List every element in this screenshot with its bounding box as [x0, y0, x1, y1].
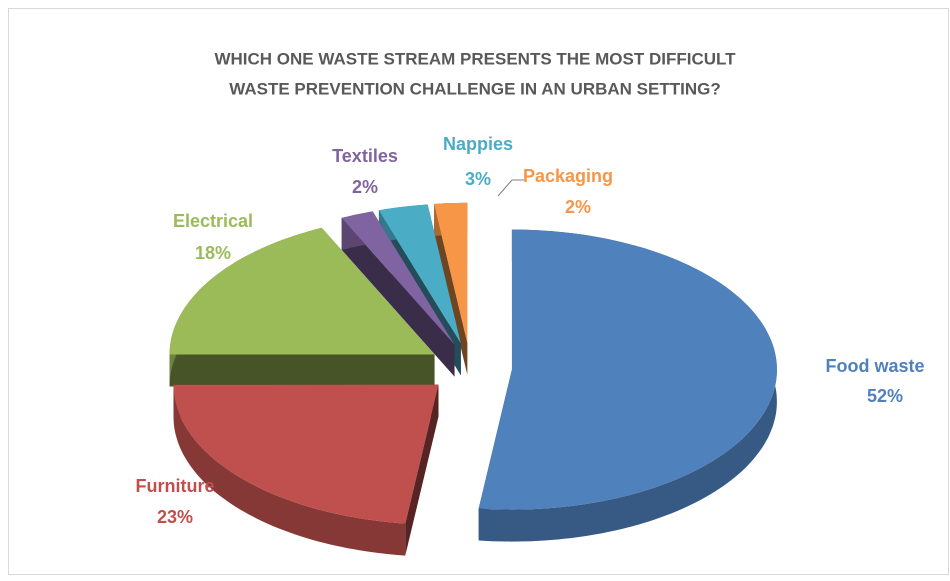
slice-value-label: 23%: [157, 507, 193, 527]
slice: [434, 202, 468, 343]
slice-value-label: 18%: [195, 243, 231, 263]
leader-line: [497, 179, 524, 197]
slice-label: Electrical: [173, 211, 253, 231]
chart-frame: [8, 8, 949, 575]
slice-side: [478, 229, 777, 542]
slice-value-label: 2%: [352, 177, 378, 197]
slice-side: [169, 354, 435, 387]
slice-side: [173, 384, 406, 556]
labels: Food waste 52% Furniture 23% Electrical 18% Te…: [136, 134, 925, 527]
slice-side: [434, 203, 468, 375]
slice: [378, 204, 461, 344]
slice-value-label: 2%: [565, 197, 591, 217]
slice-label: Textiles: [332, 146, 398, 166]
slice-value-label: 52%: [867, 386, 903, 406]
chart-title: WASTE PREVENTION CHALLENGE IN AN URBAN S…: [229, 79, 720, 98]
slice-label: Furniture: [136, 476, 215, 496]
slice: [173, 384, 439, 524]
slice-side: [405, 384, 439, 556]
slice: [341, 211, 455, 345]
slice-value-label: 3%: [465, 169, 491, 189]
slice-label: Packaging: [523, 166, 613, 186]
chart-title: WHICH ONE WASTE STREAM PRESENTS THE MOST…: [214, 49, 736, 68]
slice: [478, 229, 777, 510]
slice-side: [341, 217, 455, 377]
slice-label: Food waste: [825, 356, 924, 376]
slice: [169, 227, 435, 355]
pie: [169, 202, 777, 556]
slice-label: Nappies: [443, 134, 513, 154]
